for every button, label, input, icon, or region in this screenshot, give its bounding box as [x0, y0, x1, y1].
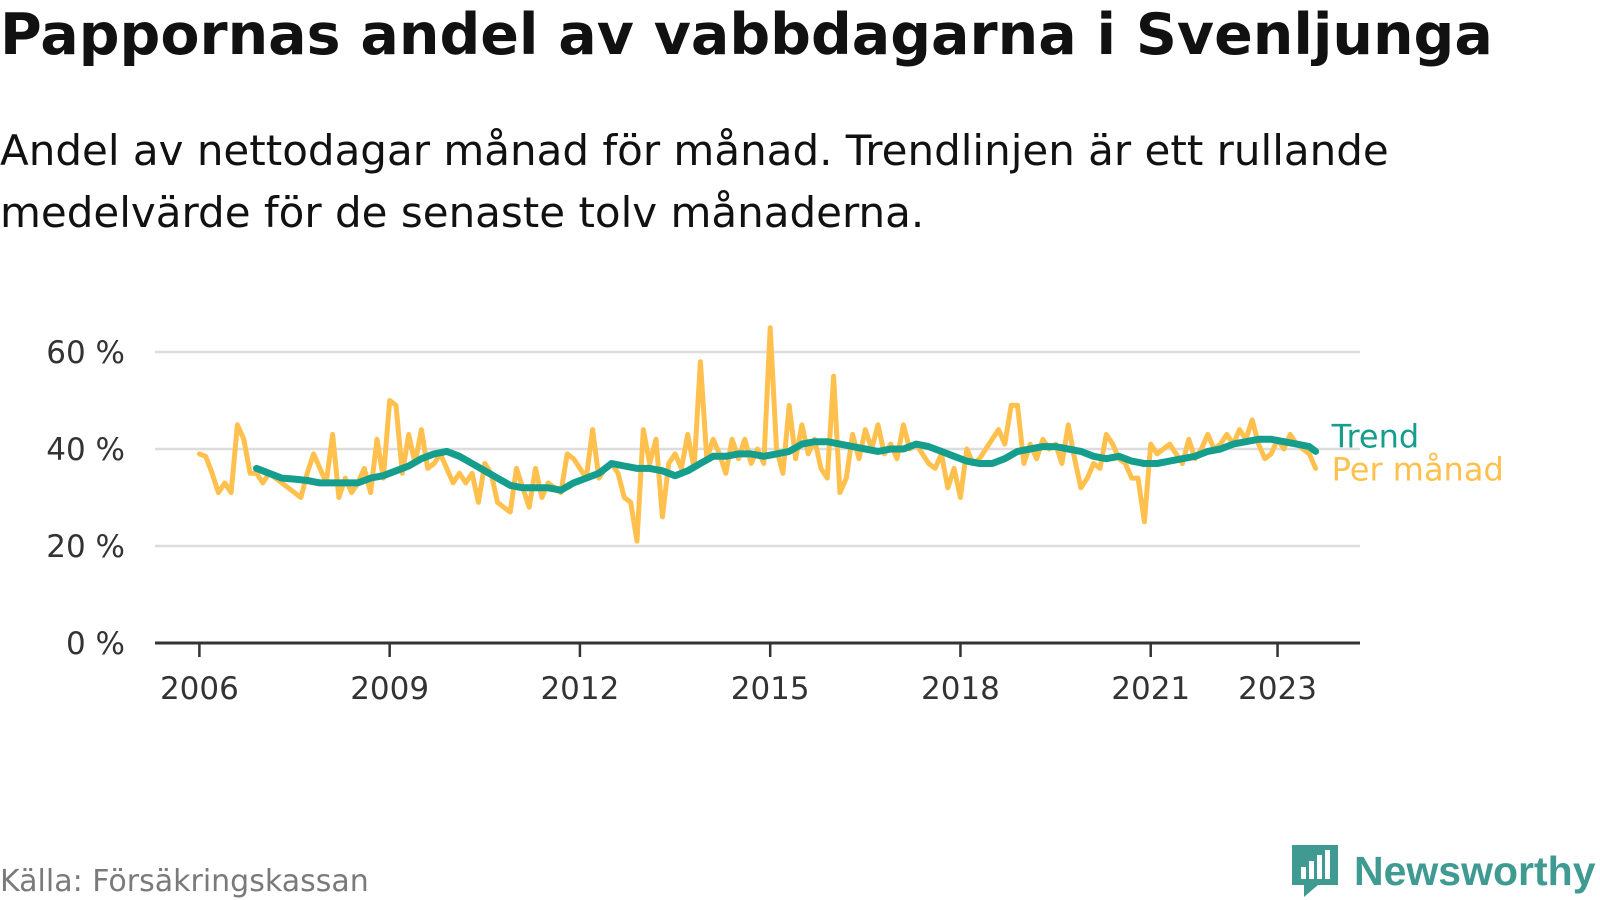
series-label: Per månad: [1332, 450, 1504, 488]
series-line-trend: [253, 435, 1320, 494]
newsworthy-logo-icon: [1292, 845, 1338, 897]
y-tick-label: 60 %: [46, 335, 125, 371]
chart-subtitle: Andel av nettodagar månad för månad. Tre…: [0, 126, 1389, 237]
x-tick-label: 2015: [731, 671, 810, 707]
source-note: Källa: Försäkringskassan: [0, 864, 369, 899]
line-chart: 0 % 20 % 40 % 60 % 2006 2009 2012 2015 2018 2021 2…: [46, 325, 1504, 707]
newsworthy-logo: Newsworthy: [1290, 842, 1596, 900]
y-tick-label: 20 %: [46, 529, 125, 565]
x-tick-label: 2006: [160, 671, 239, 707]
x-tick-label: 2021: [1111, 671, 1190, 707]
y-tick-label: 40 %: [46, 432, 125, 468]
newsworthy-logo-text: Newsworthy: [1354, 847, 1596, 894]
x-tick-label: 2009: [350, 671, 429, 707]
chart-title: Pappornas andel av vabbdagarna i Svenlju…: [0, 2, 1493, 68]
x-tick-label: 2018: [921, 671, 1000, 707]
series-label: Trend: [1331, 417, 1420, 455]
y-tick-label: 0 %: [66, 626, 125, 662]
x-tick-label: 2012: [540, 671, 619, 707]
x-tick-label: 2023: [1238, 671, 1317, 707]
series-line-per-manad: [196, 325, 1319, 544]
